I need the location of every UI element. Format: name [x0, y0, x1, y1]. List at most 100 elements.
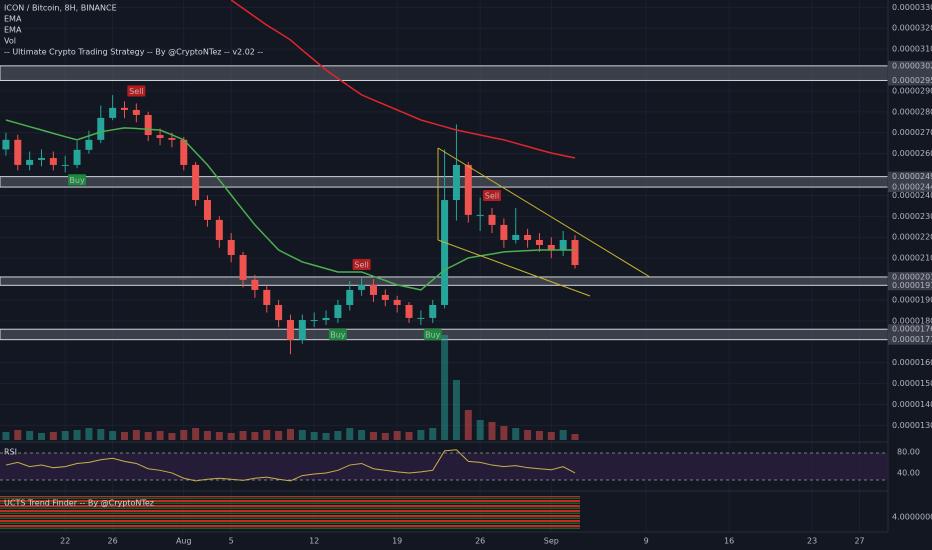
- candle-body: [476, 214, 484, 216]
- candle-body: [464, 164, 472, 215]
- signal-label: Buy: [330, 330, 346, 339]
- x-tick-label: 5: [229, 537, 234, 546]
- candle-body: [358, 284, 366, 290]
- candle-body: [322, 317, 330, 321]
- candle-body: [144, 114, 152, 136]
- volume-bar: [2, 432, 10, 440]
- volume-bar: [298, 430, 306, 440]
- candle-body: [97, 117, 105, 140]
- volume-bar: [61, 431, 69, 440]
- signal-badge: [423, 328, 442, 340]
- y-tick-label: 0.00003300: [892, 3, 932, 12]
- candle-body: [310, 320, 318, 322]
- candle-body: [535, 239, 543, 245]
- y-tick-label: 0.00003200: [892, 24, 932, 33]
- volume-bar: [571, 434, 579, 440]
- candle-body: [2, 139, 10, 150]
- candle-body: [120, 107, 128, 110]
- candle-body: [405, 304, 413, 318]
- volume-bar: [488, 422, 496, 440]
- candle-body: [85, 139, 93, 150]
- y-tick-label: 0.00002600: [892, 149, 932, 158]
- rsi-line: [5, 449, 576, 482]
- candle-body: [37, 158, 45, 160]
- volume-bar: [203, 431, 211, 440]
- candle-body: [132, 109, 140, 115]
- volume-bar: [441, 335, 449, 440]
- candle-body: [192, 164, 200, 201]
- zone: [0, 176, 889, 188]
- candle-body: [227, 239, 235, 256]
- signal-label: Buy: [425, 330, 441, 339]
- candle-body: [524, 234, 532, 240]
- volume-bar: [334, 431, 342, 440]
- volume-bar: [227, 433, 235, 440]
- y-tick-label: 4.00000000: [892, 513, 932, 522]
- volume-bar: [464, 410, 472, 440]
- candle-body: [369, 284, 377, 295]
- volume-bar: [97, 429, 105, 440]
- volume-bar: [275, 431, 283, 440]
- volume-bar: [144, 432, 152, 440]
- candle-body: [571, 239, 579, 266]
- rsi-band: [0, 453, 888, 480]
- candle-body: [156, 135, 164, 138]
- zone-label-bg: [888, 171, 932, 193]
- candle-body: [500, 224, 508, 240]
- candle-body: [61, 164, 69, 166]
- candle-body: [168, 137, 176, 140]
- volume-bar: [132, 430, 140, 440]
- candle-body: [547, 244, 555, 250]
- y-tick-label: 0.00001300: [892, 421, 932, 430]
- legend-entry: -- Ultimate Crypto Trading Strategy -- B…: [4, 48, 263, 57]
- volume-bar: [310, 432, 318, 440]
- y-tick-label: 0.00001600: [892, 358, 932, 367]
- rsi-panel: [0, 449, 888, 482]
- volume-bar: [369, 432, 377, 440]
- signal-label: Sell: [354, 260, 368, 269]
- volume-bar: [73, 430, 81, 440]
- trendline: [437, 239, 591, 297]
- volume-bar: [524, 430, 532, 440]
- zone: [0, 65, 889, 81]
- x-tick-label: 22: [60, 537, 70, 546]
- ema-line: [230, 0, 576, 159]
- zone-label: 0.00002440: [892, 183, 932, 192]
- volume-bar: [547, 432, 555, 440]
- x-tick-label: 12: [309, 537, 319, 546]
- candle-body: [239, 255, 247, 280]
- zone-label: 0.00003020: [892, 61, 932, 70]
- signal-badge: [127, 85, 146, 97]
- volume-bar: [120, 432, 128, 440]
- zone-label: 0.00001970: [892, 281, 932, 290]
- candle-body: [203, 200, 211, 220]
- candle-body: [441, 200, 449, 305]
- volume-bar: [322, 433, 330, 440]
- volume-bar: [168, 433, 176, 440]
- y-tick-label: 40.00: [897, 468, 920, 477]
- signal-label: Sell: [129, 87, 143, 96]
- candle-body: [381, 294, 389, 300]
- volume-bar: [156, 431, 164, 440]
- y-tick-label: 0.00002900: [892, 86, 932, 95]
- y-tick-label: 0.00002400: [892, 191, 932, 200]
- volume-bar: [14, 430, 22, 440]
- volume-bar: [405, 432, 413, 440]
- candle-body: [429, 304, 437, 318]
- volume-bar: [500, 426, 508, 440]
- y-tick-label: 0.00003100: [892, 45, 932, 54]
- candle-body: [14, 139, 22, 165]
- candle-body: [559, 239, 567, 250]
- volume-bar: [512, 428, 520, 440]
- candle-body: [298, 320, 306, 340]
- panel-title: RSI: [4, 448, 17, 457]
- volume-bar: [393, 431, 401, 440]
- candle-body: [334, 304, 342, 318]
- candle-body: [275, 304, 283, 321]
- x-tick-label: 27: [854, 537, 864, 546]
- zone-label: 0.00002950: [892, 76, 932, 85]
- candle-body: [109, 107, 117, 118]
- volume-bar: [180, 430, 188, 440]
- candle-body: [346, 289, 354, 305]
- candle-body: [180, 139, 188, 165]
